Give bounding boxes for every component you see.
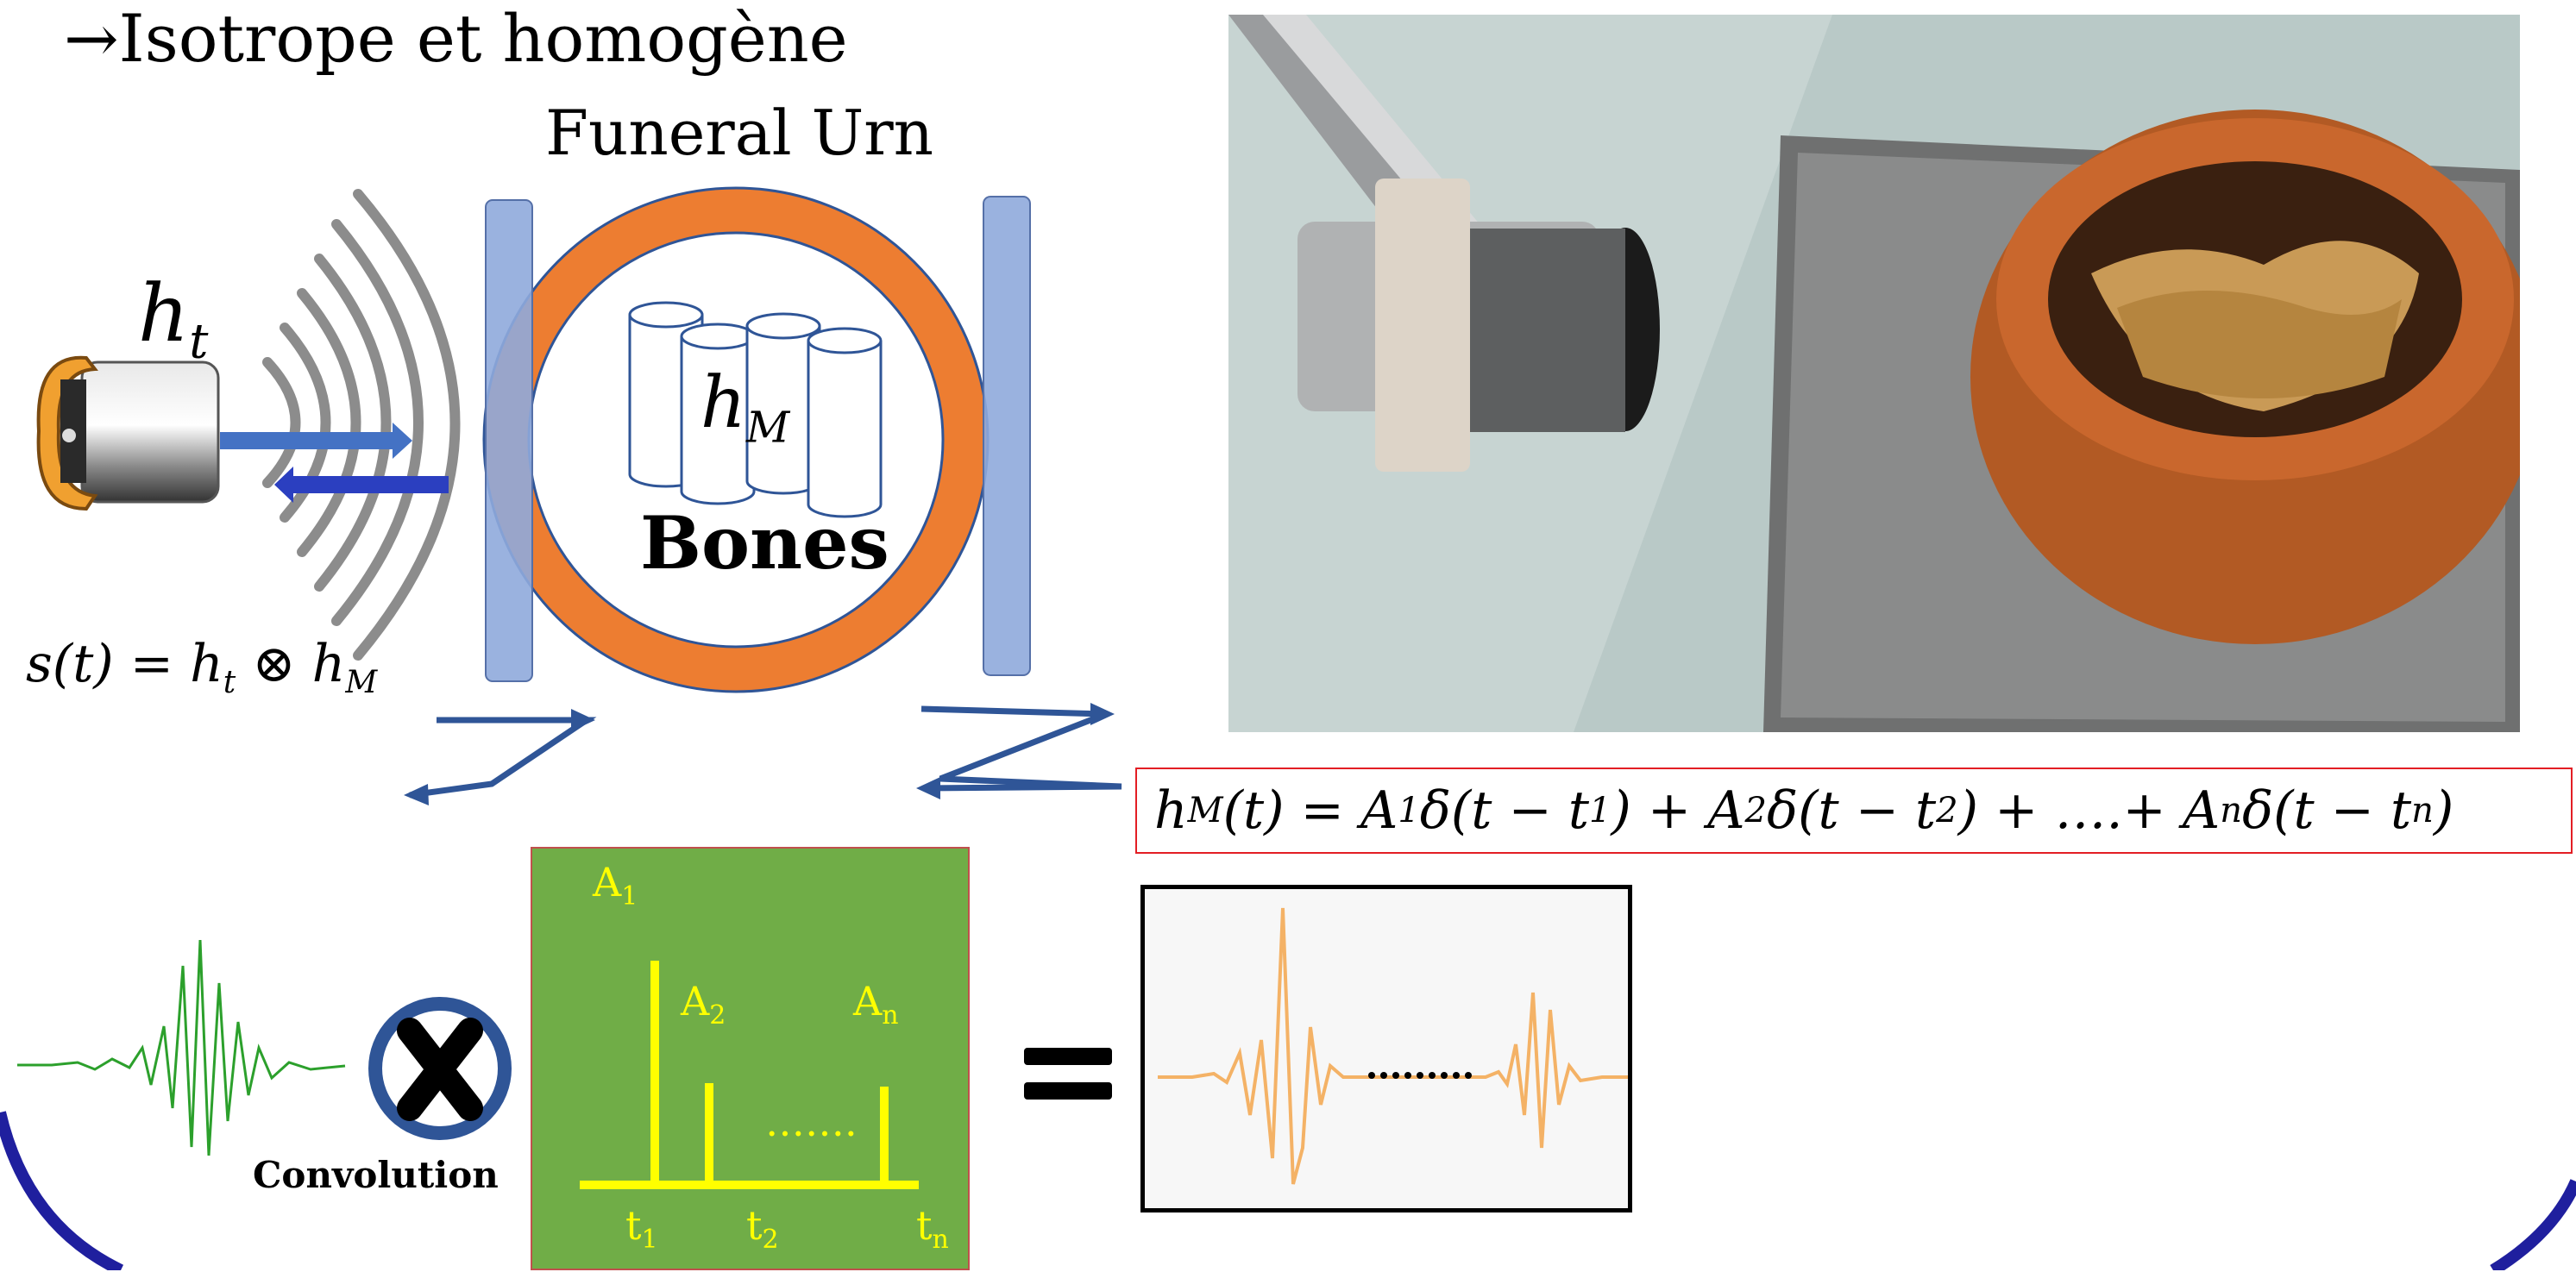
convolution-label: Convolution <box>253 1154 499 1196</box>
time-2-label: t2 <box>746 1202 779 1256</box>
amplitude-1-label: A1 <box>593 859 638 912</box>
transducer-icon <box>36 355 220 511</box>
experiment-photo <box>1228 15 2520 732</box>
amplitude-2-label: A2 <box>681 978 726 1031</box>
border-arc-left <box>0 1111 124 1270</box>
time-n-label: tn <box>916 1202 949 1256</box>
acoustic-waves <box>262 189 461 661</box>
impulse-response-formula: h M (t) = A 1 δ(t − t 1) + A 2 δ(t − t 2) + ….+ … <box>1135 768 2573 854</box>
slide-heading: →Isotrope et homogène <box>64 0 848 77</box>
result-waveform-box <box>1140 885 1632 1212</box>
transducer-arrows <box>220 423 449 503</box>
bone-cylinders <box>628 301 883 518</box>
impulse-dots: ……. <box>765 1099 858 1145</box>
result-dots <box>1368 1072 1472 1079</box>
multiply-circle-icon <box>368 997 512 1140</box>
signal-equation: s(t) = ht ⊗ hM <box>26 634 378 700</box>
result-waveform <box>1158 907 1628 1185</box>
right-plate <box>983 196 1031 676</box>
amplitude-n-label: An <box>853 978 899 1031</box>
left-plate <box>485 199 533 682</box>
urn-label: Funeral Urn <box>545 97 934 169</box>
impulse-train-panel: A1 A2 An ……. t1 t2 tn <box>531 847 970 1270</box>
equals-icon <box>1024 1048 1112 1100</box>
zigzag-arrows <box>409 705 1122 799</box>
incident-wave <box>17 939 346 1156</box>
medium-response-label: hM <box>701 362 790 453</box>
transducer-response-label: ht <box>138 267 209 370</box>
bones-label: Bones <box>640 500 889 586</box>
time-1-label: t1 <box>625 1202 658 1256</box>
border-arc-right <box>2490 1179 2576 1270</box>
